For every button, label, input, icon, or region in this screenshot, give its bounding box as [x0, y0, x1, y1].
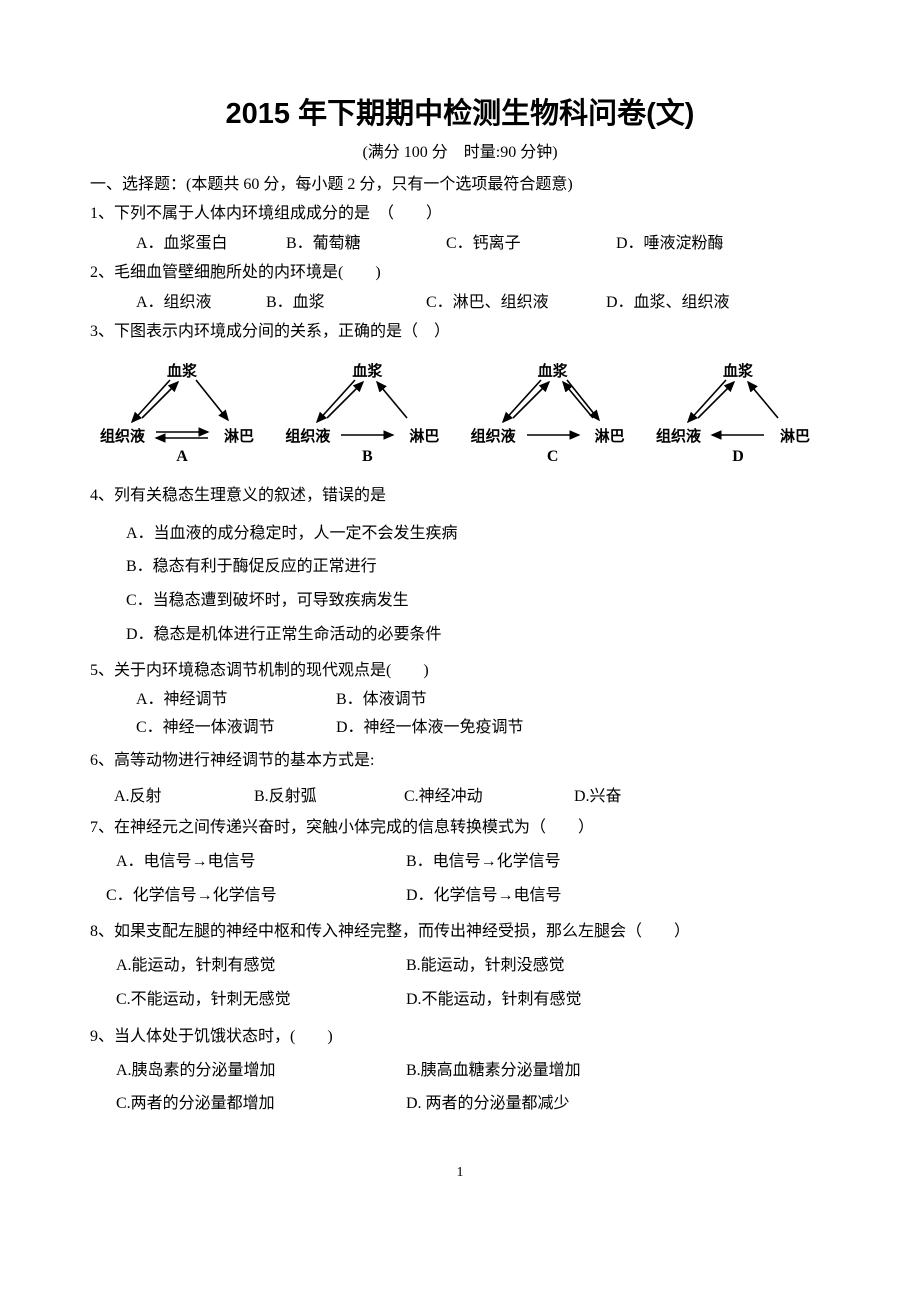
- question-5: 5、关于内环境稳态调节机制的现代观点是( ): [90, 657, 830, 684]
- q5-opt-c: C．神经一体液调节: [136, 714, 336, 741]
- question-7: 7、在神经元之间传递兴奋时，突触小体完成的信息转换模式为（ ）: [90, 814, 830, 841]
- q8-options: A.能运动，针刺有感觉 B.能运动，针刺没感觉 C.不能运动，针刺无感觉 D.不…: [90, 949, 830, 1016]
- q9-options: A.胰岛素的分泌量增加 B.胰高血糖素分泌量增加 C.两者的分泌量都增加 D. …: [90, 1054, 830, 1121]
- q4-opt-a: A．当血液的成分稳定时，人一定不会发生疾病: [126, 517, 830, 551]
- question-3: 3、下图表示内环境成分间的关系，正确的是（ ）: [90, 318, 830, 345]
- diagram-b-top: 血浆: [352, 360, 382, 381]
- q5-opt-d: D．神经一体液一免疫调节: [336, 714, 524, 741]
- q2-opt-c: C．淋巴、组织液: [426, 288, 606, 312]
- q8-opt-c: C.不能运动，针刺无感觉: [116, 983, 406, 1017]
- q1-opt-a: A．血浆蛋白: [136, 229, 286, 253]
- q1-opt-c: C．钙离子: [446, 229, 616, 253]
- q2-opt-b: B．血浆: [266, 288, 426, 312]
- q6-opt-a: A.反射: [114, 782, 254, 806]
- diagram-c-label: C: [547, 448, 559, 466]
- diagram-c: 血浆 组织液 淋巴 C: [467, 360, 639, 464]
- q5-options: A．神经调节 B．体液调节 C．神经一体液调节 D．神经一体液一免疫调节: [90, 686, 830, 740]
- q6-opt-b: B.反射弧: [254, 782, 404, 806]
- q1-options: A．血浆蛋白 B．葡萄糖 C．钙离子 D．唾液淀粉酶: [90, 229, 830, 253]
- diagram-a-bl: 组织液: [100, 425, 145, 446]
- diagram-a-br: 淋巴: [224, 425, 254, 446]
- q6-options: A.反射 B.反射弧 C.神经冲动 D.兴奋: [90, 782, 830, 806]
- q9-opt-b: B.胰高血糖素分泌量增加: [406, 1054, 830, 1088]
- diagram-b-label: B: [362, 448, 373, 466]
- diagram-a-label: A: [176, 448, 188, 466]
- q7-opt-b: B．电信号→化学信号: [406, 845, 830, 879]
- q9-opt-d: D. 两者的分泌量都减少: [406, 1087, 830, 1121]
- diagram-row: 血浆 组织液 淋巴 A 血浆 组织液 淋巴 B: [90, 360, 830, 464]
- q6-opt-c: C.神经冲动: [404, 782, 574, 806]
- diagram-d-top: 血浆: [723, 360, 753, 381]
- diagram-c-br: 淋巴: [595, 425, 625, 446]
- page-subtitle: (满分 100 分 时量:90 分钟): [90, 138, 830, 162]
- q4-opt-d: D．稳态是机体进行正常生命活动的必要条件: [126, 618, 830, 652]
- diagram-b: 血浆 组织液 淋巴 B: [281, 360, 453, 464]
- diagram-b-br: 淋巴: [409, 425, 439, 446]
- q8-opt-d: D.不能运动，针刺有感觉: [406, 983, 830, 1017]
- diagram-d-br: 淋巴: [780, 425, 810, 446]
- q5-opt-b: B．体液调节: [336, 686, 427, 713]
- q2-options: A．组织液 B．血浆 C．淋巴、组织液 D．血浆、组织液: [90, 288, 830, 312]
- question-8: 8、如果支配左腿的神经中枢和传入神经完整，而传出神经受损，那么左腿会（ ）: [90, 918, 830, 945]
- q1-opt-d: D．唾液淀粉酶: [616, 229, 724, 253]
- q9-opt-a: A.胰岛素的分泌量增加: [116, 1054, 406, 1088]
- diagram-c-bl: 组织液: [471, 425, 516, 446]
- q4-opt-c: C．当稳态遭到破坏时，可导致疾病发生: [126, 584, 830, 618]
- q9-opt-c: C.两者的分泌量都增加: [116, 1087, 406, 1121]
- q2-opt-a: A．组织液: [136, 288, 266, 312]
- diagram-d-label: D: [732, 448, 744, 466]
- q6-opt-d: D.兴奋: [574, 782, 622, 806]
- diagram-a: 血浆 组织液 淋巴 A: [96, 360, 268, 464]
- q1-opt-b: B．葡萄糖: [286, 229, 446, 253]
- diagram-b-bl: 组织液: [285, 425, 330, 446]
- q4-options: A．当血液的成分稳定时，人一定不会发生疾病 B．稳态有利于酶促反应的正常进行 C…: [90, 517, 830, 651]
- question-1: 1、下列不属于人体内环境组成成分的是 （ ）: [90, 200, 830, 227]
- q7-opt-c: C．化学信号→化学信号: [106, 879, 406, 913]
- diagram-d: 血浆 组织液 淋巴 D: [652, 360, 824, 464]
- page-number: 1: [90, 1165, 830, 1181]
- q8-opt-b: B.能运动，针刺没感觉: [406, 949, 830, 983]
- q4-opt-b: B．稳态有利于酶促反应的正常进行: [126, 550, 830, 584]
- question-9: 9、当人体处于饥饿状态时，( ): [90, 1023, 830, 1050]
- question-6: 6、高等动物进行神经调节的基本方式是:: [90, 747, 830, 774]
- page-title: 2015 年下期期中检测生物科问卷(文): [90, 90, 830, 132]
- diagram-c-top: 血浆: [538, 360, 568, 381]
- q7-options: A．电信号→电信号 B．电信号→化学信号 C．化学信号→化学信号 D．化学信号→…: [90, 845, 830, 912]
- q8-opt-a: A.能运动，针刺有感觉: [116, 949, 406, 983]
- q7-opt-d: D．化学信号→电信号: [406, 879, 830, 913]
- q7-opt-a: A．电信号→电信号: [116, 845, 406, 879]
- q2-opt-d: D．血浆、组织液: [606, 288, 730, 312]
- question-4: 4、列有关稳态生理意义的叙述，错误的是: [90, 482, 830, 509]
- section-heading: 一、选择题：(本题共 60 分，每小题 2 分，只有一个选项最符合题意): [90, 170, 830, 194]
- question-2: 2、毛细血管壁细胞所处的内环境是( ): [90, 259, 830, 286]
- q5-opt-a: A．神经调节: [136, 686, 336, 713]
- diagram-d-bl: 组织液: [656, 425, 701, 446]
- diagram-a-top: 血浆: [167, 360, 197, 381]
